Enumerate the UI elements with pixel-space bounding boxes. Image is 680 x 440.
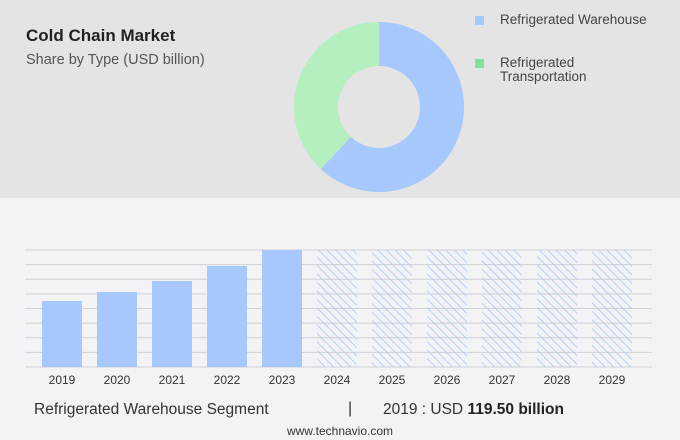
tick-label-2024: 2024 [324, 373, 351, 387]
forecast-bar-2027 [482, 250, 522, 367]
forecast-bar-2029 [592, 250, 632, 367]
chart-title: Cold Chain Market [26, 26, 176, 45]
year-label: 2019 : USD [383, 401, 464, 418]
tick-label-2027: 2027 [489, 373, 516, 387]
tick-label-2023: 2023 [269, 373, 296, 387]
forecast-bar-2025 [372, 250, 412, 367]
tick-label-2026: 2026 [434, 373, 461, 387]
tick-label-2020: 2020 [104, 373, 131, 387]
tick-label-2019: 2019 [49, 373, 76, 387]
bar-2022 [207, 265, 247, 367]
tick-label-2029: 2029 [599, 373, 626, 387]
separator: | [348, 400, 353, 417]
legend-swatch-transportation [475, 59, 484, 68]
forecast-bar-2026 [427, 250, 467, 367]
tick-label-2025: 2025 [379, 373, 406, 387]
tick-label-2021: 2021 [159, 373, 186, 387]
legend-label-warehouse: Refrigerated Warehouse [500, 12, 647, 27]
value-amount: 119.50 billion [467, 401, 564, 418]
bar-2019 [42, 300, 82, 367]
donut-slice-warehouse [320, 22, 465, 192]
donut-slice-transportation [294, 22, 379, 169]
bar-2021 [152, 280, 192, 367]
forecast-bar-2024 [317, 250, 357, 367]
forecast-bar-2028 [537, 250, 577, 367]
segment-value: 2019 : USD 119.50 billion [383, 401, 564, 419]
legend-swatch-warehouse [475, 16, 484, 25]
segment-label: Refrigerated Warehouse Segment [34, 401, 269, 418]
tick-label-2028: 2028 [544, 373, 571, 387]
bar-2020 [97, 291, 137, 367]
bar-2023 [262, 250, 302, 367]
chart-subtitle: Share by Type (USD billion) [26, 52, 205, 68]
legend-label-transportation: Refrigerated Transportation [500, 55, 587, 84]
source-url: www.technavio.com [286, 424, 394, 438]
tick-label-2022: 2022 [214, 373, 241, 387]
